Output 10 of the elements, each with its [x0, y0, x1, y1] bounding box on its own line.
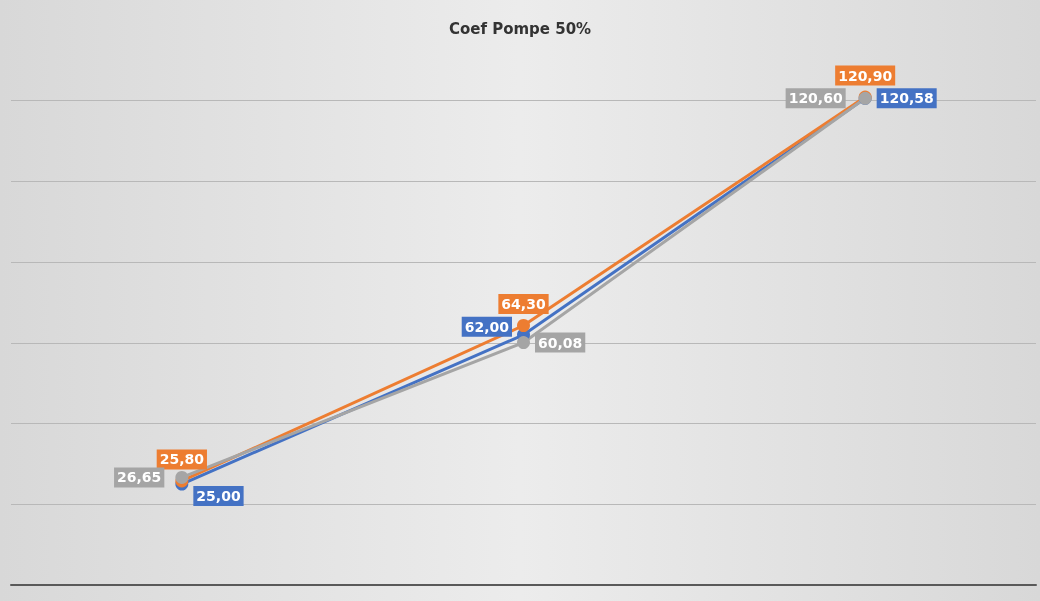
data-label: 62,00 — [464, 318, 510, 335]
data-label: 120,58 — [879, 90, 934, 107]
data-label: 120,60 — [788, 90, 843, 107]
chart-title: Coef Pompe 50% — [448, 19, 592, 38]
data-label: 25,80 — [159, 451, 205, 468]
data-label: 64,30 — [501, 296, 546, 312]
data-label: 120,90 — [838, 67, 893, 84]
data-label: 26,65 — [117, 469, 162, 486]
data-label: 25,00 — [196, 488, 241, 505]
data-label: 60,08 — [538, 334, 583, 351]
